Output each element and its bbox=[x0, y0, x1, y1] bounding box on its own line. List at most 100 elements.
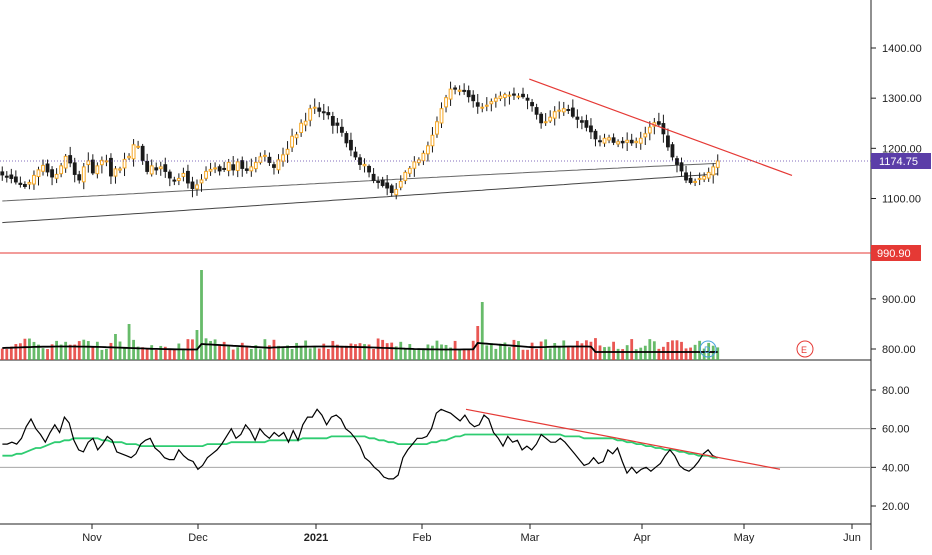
volume-bar-up bbox=[485, 345, 489, 360]
candle-up bbox=[176, 177, 181, 181]
volume-bar-up bbox=[290, 348, 294, 360]
candle-up bbox=[638, 137, 643, 144]
candle-up bbox=[435, 121, 439, 135]
candle-up bbox=[516, 95, 521, 98]
candle-down bbox=[575, 116, 580, 120]
volume-bar-up bbox=[431, 345, 434, 360]
volume-bar-up bbox=[440, 344, 443, 360]
volume-bar-down bbox=[0, 348, 4, 360]
volume-bar-up bbox=[517, 341, 520, 360]
candle-down bbox=[330, 116, 335, 126]
price-tick-label: 1400.00 bbox=[882, 43, 922, 55]
candle-down bbox=[317, 107, 322, 112]
candle-down bbox=[4, 175, 9, 178]
volume-bar-up bbox=[553, 343, 557, 360]
candle-down bbox=[466, 90, 471, 98]
candle-up bbox=[426, 145, 430, 155]
volume-bar-down bbox=[218, 344, 222, 360]
volume-bar-up bbox=[295, 342, 299, 360]
volume-bar-down bbox=[675, 340, 679, 360]
volume-bar-down bbox=[340, 347, 344, 360]
volume-bar-down bbox=[68, 344, 72, 360]
candle-down bbox=[534, 107, 539, 115]
volume-bar-down bbox=[589, 341, 593, 360]
candle-down bbox=[688, 177, 693, 183]
candle-down bbox=[579, 120, 584, 123]
candle-up bbox=[303, 120, 308, 126]
moving-average-a bbox=[2, 162, 718, 202]
candle-down bbox=[385, 182, 390, 189]
candle-down bbox=[593, 130, 598, 140]
volume-bar-down bbox=[222, 341, 226, 360]
candle-up bbox=[299, 122, 304, 133]
volume-bar-up bbox=[394, 346, 398, 360]
volume-bar-down bbox=[462, 349, 466, 360]
volume-bar-up bbox=[132, 339, 135, 360]
volume-bar-down bbox=[453, 340, 457, 360]
candle-down bbox=[389, 185, 394, 193]
volume-bar-down bbox=[91, 346, 95, 360]
volume-bar-down bbox=[376, 338, 380, 360]
volume-bar-down bbox=[372, 348, 375, 360]
volume-bar-up bbox=[648, 339, 652, 360]
volume-bar-down bbox=[268, 345, 271, 360]
volume-bar-up bbox=[118, 341, 122, 360]
candle-down bbox=[539, 113, 544, 124]
volume-bar-up bbox=[64, 341, 68, 360]
candle-up bbox=[394, 188, 399, 196]
candle-up bbox=[199, 179, 204, 184]
candle-down bbox=[23, 184, 27, 187]
volume-bar-down bbox=[630, 339, 634, 360]
volume-bar-up bbox=[498, 343, 502, 360]
volume-bar-down bbox=[335, 344, 339, 360]
volume-bar-down bbox=[671, 340, 674, 360]
volume-bar-up bbox=[363, 344, 366, 360]
volume-bar-up bbox=[716, 347, 720, 360]
candle-up bbox=[136, 145, 141, 148]
candle-up bbox=[258, 156, 263, 163]
candle-up bbox=[643, 133, 648, 138]
candle-down bbox=[679, 162, 684, 172]
candle-down bbox=[475, 102, 480, 107]
candle-down bbox=[272, 164, 276, 168]
volume-bar-up bbox=[227, 346, 231, 360]
candle-down bbox=[349, 139, 353, 151]
volume-bar-up bbox=[412, 348, 416, 360]
volume-bar-up bbox=[544, 339, 548, 360]
time-tick-label: Feb bbox=[413, 532, 432, 544]
candle-up bbox=[557, 109, 562, 112]
volume-bars bbox=[0, 270, 720, 360]
volume-bar-down bbox=[571, 346, 575, 360]
candle-up bbox=[407, 167, 412, 174]
volume-bar-up bbox=[417, 348, 421, 360]
volume-bar-down bbox=[566, 346, 570, 360]
candle-up bbox=[32, 174, 36, 185]
candle-down bbox=[584, 120, 589, 128]
candle-down bbox=[525, 97, 530, 101]
volume-bar-down bbox=[14, 344, 18, 360]
candle-down bbox=[0, 171, 5, 176]
volume-bar-down bbox=[530, 342, 534, 360]
candle-down bbox=[521, 93, 525, 98]
candle-down bbox=[140, 145, 145, 161]
volume-bar-down bbox=[163, 346, 167, 360]
candle-down bbox=[453, 87, 457, 90]
volume-bar-up bbox=[181, 348, 185, 360]
candle-down bbox=[72, 162, 77, 175]
candle-up bbox=[548, 116, 553, 122]
candle-down bbox=[50, 169, 54, 178]
rsi-panel: 80.00 60.00 40.00 20.00 bbox=[0, 385, 910, 513]
candle-up bbox=[113, 168, 118, 177]
candle-up bbox=[99, 159, 104, 166]
volume-bar-down bbox=[23, 338, 27, 360]
candle-down bbox=[376, 180, 381, 183]
candle-up bbox=[602, 137, 607, 144]
volume-bar-down bbox=[467, 349, 471, 360]
volume-bar-up bbox=[503, 342, 507, 360]
rsi-tick-label: 40.00 bbox=[882, 462, 910, 474]
volume-bar-down bbox=[18, 343, 22, 360]
volume-bar-up bbox=[95, 341, 99, 360]
candle-down bbox=[18, 182, 23, 185]
volume-bar-down bbox=[240, 342, 244, 360]
volume-bar-down bbox=[580, 343, 584, 360]
